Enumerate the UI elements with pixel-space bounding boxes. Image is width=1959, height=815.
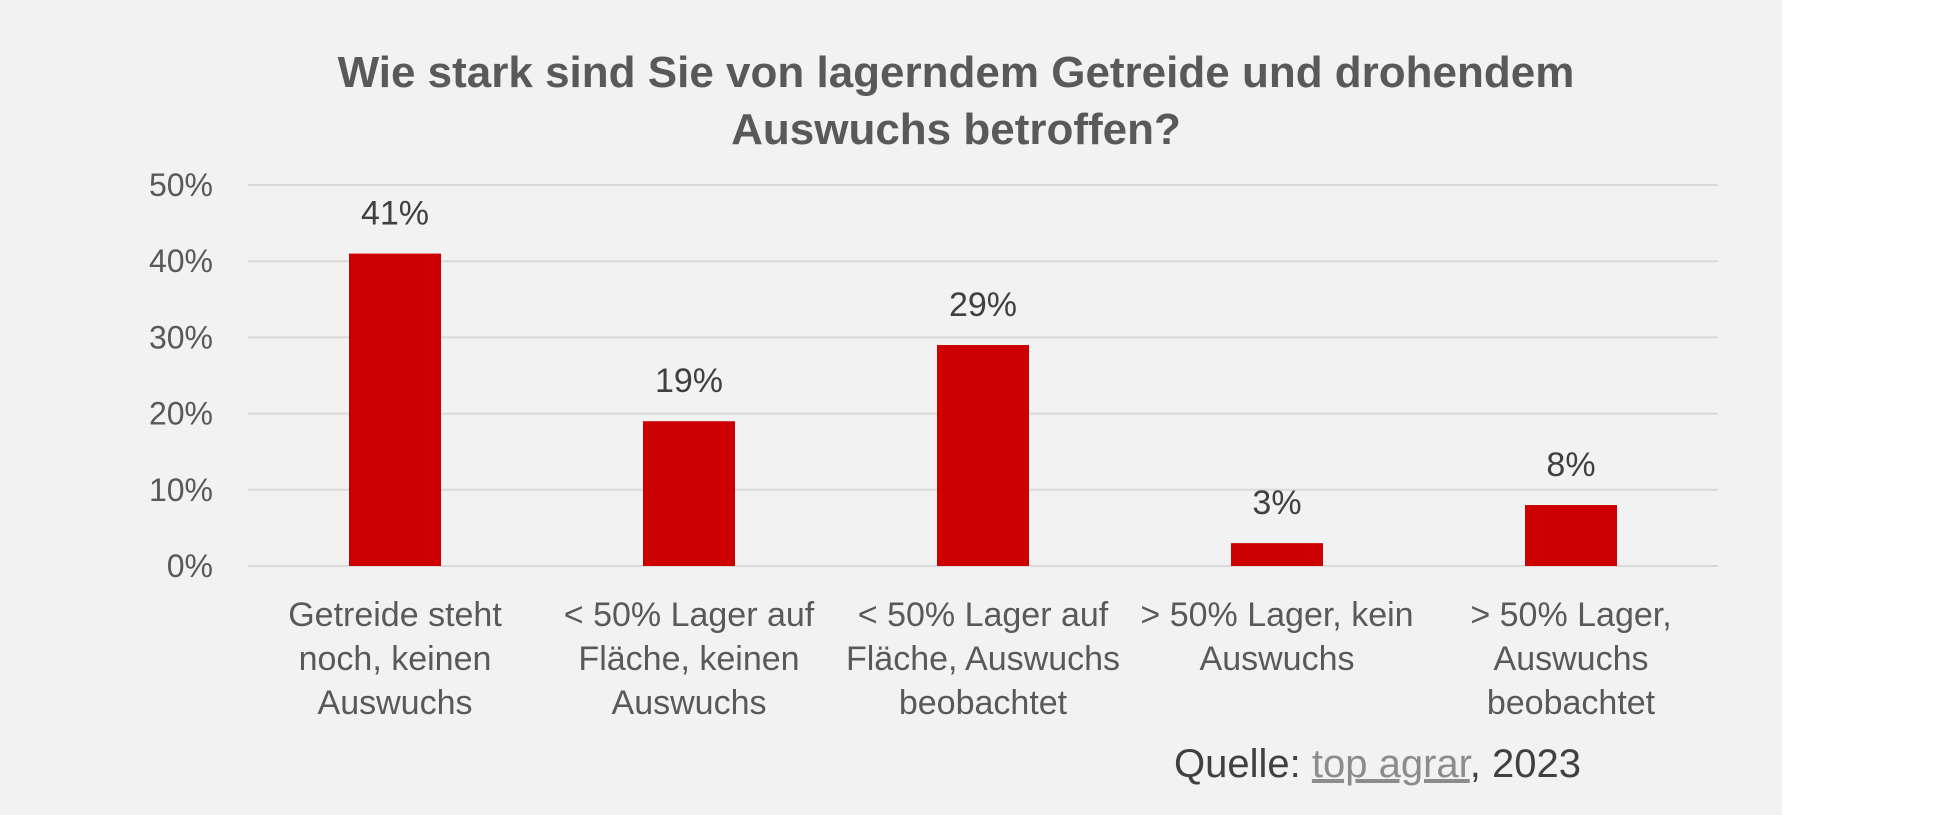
bar-2	[643, 421, 735, 566]
data-label: 29%	[949, 286, 1017, 324]
data-label: 3%	[1252, 484, 1301, 522]
bar-3	[937, 345, 1029, 566]
x-tick-label: Auswuchs	[318, 684, 473, 722]
x-tick-label: Fläche, Auswuchs	[846, 640, 1120, 678]
chart-title-line-1: Wie stark sind Sie von lagerndem Getreid…	[338, 48, 1575, 97]
x-tick-label: Auswuchs	[1200, 640, 1355, 678]
source-link[interactable]: top agrar	[1311, 742, 1470, 786]
bar-1	[349, 253, 441, 566]
data-label: 41%	[361, 195, 429, 233]
x-tick-label: < 50% Lager auf	[564, 596, 815, 634]
data-label: 8%	[1546, 446, 1595, 484]
source-prefix: Quelle:	[1174, 742, 1312, 786]
x-tick-label: beobachtet	[899, 684, 1068, 722]
x-tick-label: > 50% Lager, kein	[1140, 596, 1413, 634]
source-suffix: , 2023	[1469, 742, 1581, 786]
chart-title-line-2: Auswuchs betroffen?	[731, 105, 1181, 154]
y-tick-label: 50%	[149, 167, 213, 203]
x-tick-label: < 50% Lager auf	[858, 596, 1109, 634]
data-label: 19%	[655, 362, 723, 400]
x-tick-label: Getreide steht	[288, 596, 502, 634]
y-tick-label: 0%	[167, 548, 213, 584]
bar-chart: Wie stark sind Sie von lagerndem Getreid…	[149, 48, 1718, 722]
x-tick-label: Auswuchs	[612, 684, 767, 722]
x-tick-label: noch, keinen	[299, 640, 492, 678]
y-tick-label: 20%	[149, 396, 213, 432]
y-tick-label: 30%	[149, 319, 213, 355]
x-tick-label: Fläche, keinen	[578, 640, 799, 678]
y-tick-label: 10%	[149, 472, 213, 508]
bar-5	[1525, 505, 1617, 566]
bar-4	[1231, 543, 1323, 566]
x-tick-label: beobachtet	[1487, 684, 1656, 722]
y-tick-label: 40%	[149, 243, 213, 279]
x-tick-label: > 50% Lager,	[1470, 596, 1671, 634]
x-tick-label: Auswuchs	[1494, 640, 1649, 678]
source-note: Quelle: top agrar, 2023	[1174, 742, 1581, 787]
chart-panel: Wie stark sind Sie von lagerndem Getreid…	[0, 0, 1782, 815]
